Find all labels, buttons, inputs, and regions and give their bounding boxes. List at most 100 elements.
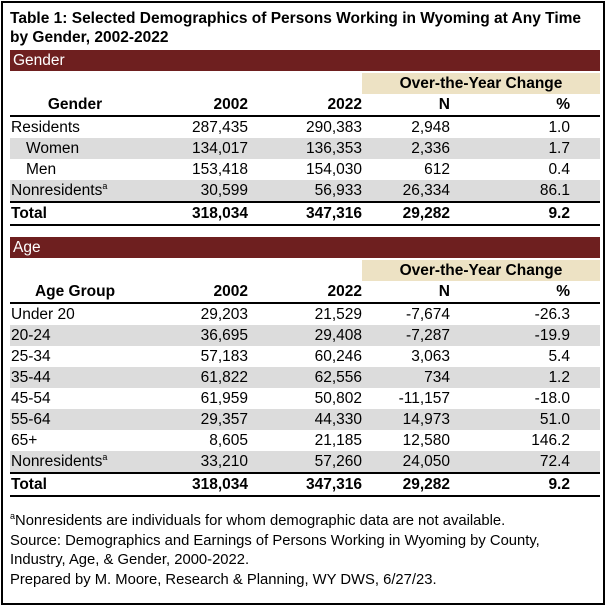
row-label-text: Men xyxy=(26,161,57,178)
cell-n: 12,580 xyxy=(402,432,450,449)
cell-n: 29,282 xyxy=(362,472,480,497)
row-label: 35-44 xyxy=(10,367,140,388)
cell-2002: 134,017 xyxy=(140,138,248,159)
table-row: Men 153,418 154,030 612 0.4 xyxy=(10,159,600,180)
footnote-text: Nonresidents are individuals for whom de… xyxy=(15,513,506,529)
age-change-header: Over-the-Year Change xyxy=(362,260,600,281)
cell-2002: 61,959 xyxy=(200,390,248,407)
row-label-text: 65+ xyxy=(11,432,38,449)
cell-n: 14,973 xyxy=(362,409,480,430)
source-line-2: Industry, Age, & Gender, 2000-2022. xyxy=(10,552,250,568)
cell-2002: 153,418 xyxy=(191,161,248,178)
col-2002-header: 2002 xyxy=(140,281,248,304)
gender-section-bar: Gender xyxy=(10,50,600,71)
row-label: Total xyxy=(10,472,140,497)
cell-2002: 33,210 xyxy=(140,451,248,473)
col-pct-header: % xyxy=(480,281,600,304)
table-row: Women 134,017 136,353 2,336 1.7 xyxy=(10,138,600,159)
cell-2022: 21,529 xyxy=(314,306,362,323)
footnote-mark: a xyxy=(102,180,108,191)
footnote: aNonresidents are individuals for whom d… xyxy=(10,511,603,532)
cell-pct: -19.9 xyxy=(480,325,600,346)
cell-2022: 347,316 xyxy=(248,472,362,497)
cell-n: 2,948 xyxy=(411,119,450,136)
cell-2022: 44,330 xyxy=(248,409,362,430)
table-row: Nonresidentsa 30,599 56,933 26,334 86.1 xyxy=(10,180,600,202)
row-label: Women xyxy=(10,138,140,159)
cell-2002: 287,435 xyxy=(191,119,248,136)
row-label-text: Under 20 xyxy=(11,306,75,323)
cell-2002: 29,357 xyxy=(140,409,248,430)
row-label-text: 25-34 xyxy=(11,348,51,365)
cell-n: 2,336 xyxy=(362,138,480,159)
cell-2022: 56,933 xyxy=(248,180,362,202)
age-total-row: Total 318,034 347,316 29,282 9.2 xyxy=(10,472,600,497)
row-label-text: 55-64 xyxy=(11,411,51,428)
row-label: Under 20 xyxy=(10,303,140,325)
row-label-text: Nonresidents xyxy=(11,453,103,470)
cell-pct: 1.2 xyxy=(480,367,600,388)
cell-2002: 30,599 xyxy=(140,180,248,202)
table-row: 35-44 61,822 62,556 734 1.2 xyxy=(10,367,600,388)
title-line-1: Table 1: Selected Demographics of Person… xyxy=(10,10,582,27)
row-label: Residents xyxy=(10,116,140,138)
col-n-header: N xyxy=(362,281,480,304)
cell-pct: 9.2 xyxy=(480,201,600,226)
footnote-mark: a xyxy=(102,451,108,462)
age-change-header-row: Over-the-Year Change xyxy=(10,260,600,281)
cell-pct: 1.0 xyxy=(548,119,570,136)
cell-n: 612 xyxy=(424,161,450,178)
cell-2022: 62,556 xyxy=(248,367,362,388)
cell-2022: 21,185 xyxy=(314,432,362,449)
cell-pct: -26.3 xyxy=(534,306,570,323)
table-row: 25-34 57,183 60,246 3,063 5.4 xyxy=(10,346,600,367)
table-row: Under 20 29,203 21,529 -7,674 -26.3 xyxy=(10,303,600,325)
row-label: 25-34 xyxy=(10,346,140,367)
cell-n: -7,674 xyxy=(406,306,450,323)
cell-2002: 8,605 xyxy=(209,432,248,449)
row-label: 45-54 xyxy=(10,388,140,409)
cell-pct: 86.1 xyxy=(480,180,600,202)
table-row: Residents 287,435 290,383 2,948 1.0 xyxy=(10,116,600,138)
cell-2002: 29,203 xyxy=(200,306,248,323)
cell-n: -11,157 xyxy=(398,390,450,407)
age-section-bar: Age xyxy=(10,237,600,258)
cell-2002: 57,183 xyxy=(200,348,248,365)
gender-column-header-row: Gender 2002 2022 N % xyxy=(10,94,600,117)
col-n-header: N xyxy=(362,94,480,117)
cell-n: 3,063 xyxy=(411,348,450,365)
gender-col-header: Gender xyxy=(10,94,140,117)
cell-2022: 50,802 xyxy=(314,390,362,407)
row-label-text: Nonresidents xyxy=(11,182,103,199)
table-row: Nonresidentsa 33,210 57,260 24,050 72.4 xyxy=(10,451,600,473)
gender-table: Over-the-Year Change Gender 2002 2022 N … xyxy=(10,73,600,226)
col-pct-header: % xyxy=(480,94,600,117)
cell-2022: 136,353 xyxy=(248,138,362,159)
cell-n: -7,287 xyxy=(362,325,480,346)
gender-change-header-row: Over-the-Year Change xyxy=(10,73,600,94)
cell-2022: 60,246 xyxy=(314,348,362,365)
cell-2022: 29,408 xyxy=(248,325,362,346)
cell-2002: 318,034 xyxy=(140,472,248,497)
cell-pct: 72.4 xyxy=(480,451,600,473)
cell-pct: 146.2 xyxy=(531,432,570,449)
row-label-text: 20-24 xyxy=(11,327,51,344)
cell-n: 734 xyxy=(362,367,480,388)
cell-2022: 57,260 xyxy=(248,451,362,473)
age-column-header-row: Age Group 2002 2022 N % xyxy=(10,281,600,304)
row-label: 55-64 xyxy=(10,409,140,430)
cell-n: 24,050 xyxy=(362,451,480,473)
gender-total-row: Total 318,034 347,316 29,282 9.2 xyxy=(10,201,600,226)
row-label: Nonresidentsa xyxy=(10,180,140,202)
table-row: 65+ 8,605 21,185 12,580 146.2 xyxy=(10,430,600,451)
cell-n: 29,282 xyxy=(362,201,480,226)
gender-change-header: Over-the-Year Change xyxy=(362,73,600,94)
table-title: Table 1: Selected Demographics of Person… xyxy=(10,9,600,47)
cell-2002: 318,034 xyxy=(140,201,248,226)
cell-2022: 347,316 xyxy=(248,201,362,226)
col-2022-header: 2022 xyxy=(248,281,362,304)
cell-pct: 9.2 xyxy=(480,472,600,497)
cell-pct: -18.0 xyxy=(534,390,570,407)
table-row: 20-24 36,695 29,408 -7,287 -19.9 xyxy=(10,325,600,346)
footnote-mark: a xyxy=(10,511,16,522)
